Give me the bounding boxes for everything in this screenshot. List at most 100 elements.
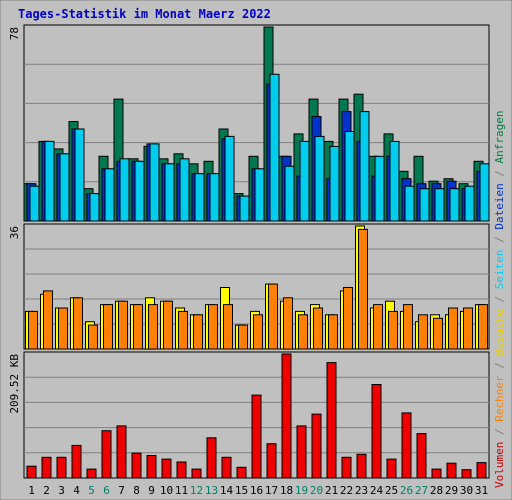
bar-rechner-day-18 bbox=[283, 297, 293, 350]
bar-rechner-day-4 bbox=[73, 297, 83, 350]
bar-rechner-day-16 bbox=[253, 314, 263, 350]
axis-max-label: 36 bbox=[8, 226, 21, 239]
bar-volumen-day-27 bbox=[416, 433, 427, 479]
bar-rechner-day-29 bbox=[448, 307, 458, 350]
x-tick-label: 9 bbox=[148, 484, 155, 497]
bar-volumen-day-3 bbox=[56, 456, 67, 479]
x-tick-label: 23 bbox=[355, 484, 368, 497]
bar-volumen-day-26 bbox=[401, 412, 412, 479]
bar-seiten-day-31 bbox=[479, 163, 490, 222]
bar-volumen-day-15 bbox=[236, 466, 247, 479]
bar-seiten-day-26 bbox=[404, 185, 415, 222]
bar-seiten-day-9 bbox=[149, 143, 160, 222]
x-tick-label: 27 bbox=[415, 484, 428, 497]
bar-volumen-day-31 bbox=[476, 462, 487, 479]
x-tick-label: 22 bbox=[340, 484, 353, 497]
bar-volumen-day-2 bbox=[41, 456, 52, 479]
bar-rechner-day-27 bbox=[418, 314, 428, 350]
legend-segment: / bbox=[493, 230, 506, 250]
bar-volumen-day-16 bbox=[251, 394, 262, 479]
bar-rechner-day-28 bbox=[433, 317, 443, 350]
bar-volumen-day-5 bbox=[86, 468, 97, 479]
chart-title: Tages-Statistik im Monat Maerz 2022 bbox=[18, 7, 271, 21]
bar-seiten-day-15 bbox=[239, 195, 250, 222]
legend-segment: / bbox=[493, 289, 506, 309]
axis-max-label: 78 bbox=[8, 27, 21, 40]
bar-volumen-day-14 bbox=[221, 456, 232, 479]
bar-volumen-day-29 bbox=[446, 462, 457, 479]
bar-rechner-day-7 bbox=[118, 300, 128, 350]
legend-segment: Seiten bbox=[493, 250, 506, 290]
bar-seiten-day-23 bbox=[359, 111, 370, 222]
bar-rechner-day-24 bbox=[373, 304, 383, 350]
bar-seiten-day-1 bbox=[29, 185, 40, 222]
bar-rechner-day-26 bbox=[403, 304, 413, 350]
legend-segment: Rechner bbox=[493, 375, 506, 422]
bar-seiten-day-17 bbox=[269, 73, 280, 222]
bar-seiten-day-7 bbox=[119, 158, 130, 222]
bar-volumen-day-25 bbox=[386, 458, 397, 479]
panel-1: 78 bbox=[8, 24, 490, 222]
bar-volumen-day-18 bbox=[281, 353, 292, 479]
x-tick-label: 21 bbox=[325, 484, 338, 497]
x-tick-label: 25 bbox=[385, 484, 398, 497]
bar-rechner-day-15 bbox=[238, 324, 248, 350]
x-tick-label: 19 bbox=[295, 484, 308, 497]
x-tick-label: 11 bbox=[175, 484, 188, 497]
bar-volumen-day-1 bbox=[26, 465, 37, 479]
bar-rechner-day-13 bbox=[208, 304, 218, 350]
legend-segment: Volumen bbox=[493, 442, 506, 488]
axis-max-label: 209.52 KB bbox=[8, 354, 21, 414]
x-tick-label: 3 bbox=[58, 484, 65, 497]
bar-seiten-day-29 bbox=[449, 188, 460, 222]
bar-rechner-day-14 bbox=[223, 304, 233, 350]
bar-seiten-day-8 bbox=[134, 160, 145, 222]
bar-rechner-day-21 bbox=[328, 314, 338, 350]
bar-seiten-day-22 bbox=[344, 131, 355, 222]
x-tick-label: 5 bbox=[88, 484, 95, 497]
bar-seiten-day-18 bbox=[284, 165, 295, 222]
bar-volumen-day-4 bbox=[71, 444, 82, 479]
x-tick-label: 31 bbox=[475, 484, 488, 497]
x-tick-label: 7 bbox=[118, 484, 125, 497]
bar-seiten-day-30 bbox=[464, 185, 475, 222]
x-tick-label: 20 bbox=[310, 484, 323, 497]
x-tick-label: 30 bbox=[460, 484, 473, 497]
bar-volumen-day-8 bbox=[131, 452, 142, 479]
bar-rechner-day-23 bbox=[358, 228, 368, 350]
bar-rechner-day-17 bbox=[268, 283, 278, 350]
legend-segment: Dateien bbox=[493, 183, 506, 229]
bar-seiten-day-25 bbox=[389, 140, 400, 222]
bar-volumen-day-11 bbox=[176, 461, 187, 479]
bar-rechner-day-3 bbox=[58, 307, 68, 350]
bar-seiten-day-13 bbox=[209, 173, 220, 222]
bar-volumen-day-19 bbox=[296, 425, 307, 479]
bar-rechner-day-12 bbox=[193, 314, 203, 350]
bar-rechner-day-11 bbox=[178, 310, 188, 350]
x-tick-label: 26 bbox=[400, 484, 413, 497]
bar-rechner-day-9 bbox=[148, 304, 158, 350]
x-tick-label: 14 bbox=[220, 484, 234, 497]
x-tick-label: 24 bbox=[370, 484, 384, 497]
bar-seiten-day-27 bbox=[419, 188, 430, 222]
bar-volumen-day-21 bbox=[326, 362, 337, 479]
bar-volumen-day-6 bbox=[101, 430, 112, 479]
bar-seiten-day-10 bbox=[164, 163, 175, 222]
x-tick-label: 1 bbox=[28, 484, 35, 497]
bar-volumen-day-13 bbox=[206, 437, 217, 479]
x-tick-label: 13 bbox=[205, 484, 218, 497]
bar-volumen-day-24 bbox=[371, 384, 382, 479]
panel-2: 36 bbox=[8, 223, 490, 350]
x-tick-label: 8 bbox=[133, 484, 140, 497]
bar-volumen-day-30 bbox=[461, 469, 472, 479]
bar-volumen-day-17 bbox=[266, 443, 277, 479]
bar-rechner-day-22 bbox=[343, 287, 353, 350]
bar-volumen-day-12 bbox=[191, 468, 202, 479]
bar-rechner-day-8 bbox=[133, 304, 143, 350]
bar-volumen-day-22 bbox=[341, 456, 352, 479]
x-tick-label: 12 bbox=[190, 484, 203, 497]
bar-rechner-day-30 bbox=[463, 307, 473, 350]
x-tick-label: 2 bbox=[43, 484, 50, 497]
x-tick-label: 17 bbox=[265, 484, 278, 497]
